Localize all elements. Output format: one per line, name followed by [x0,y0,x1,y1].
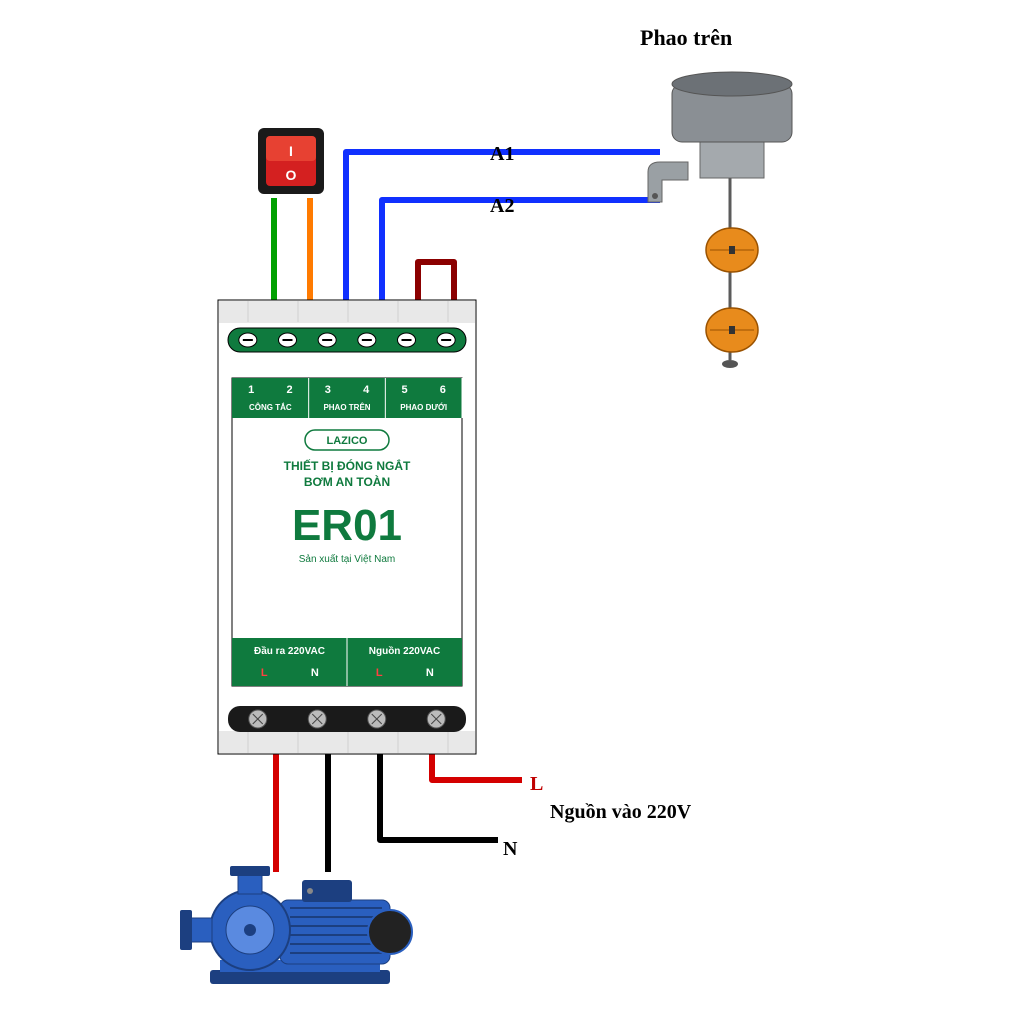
svg-text:I: I [289,143,293,159]
er01-device: 1 2 3 4 5 6 CÔNG TẮC PHAO TRÊN PHAO DƯỚI LAZICO TH… [218,300,476,754]
svg-text:THIẾT BỊ ĐÓNG NGẮT: THIẾT BỊ ĐÓNG NGẮT [284,458,411,473]
svg-text:PHAO DƯỚI: PHAO DƯỚI [400,403,447,412]
svg-text:N: N [426,667,434,679]
float-sensor [648,72,792,368]
svg-text:Đầu ra 220VAC: Đầu ra 220VAC [254,645,325,657]
svg-text:N: N [311,667,319,679]
svg-text:CÔNG TẮC: CÔNG TẮC [249,403,292,412]
rocker-switch: IO [258,128,324,194]
svg-text:L: L [376,667,383,679]
label-N: N [503,838,518,860]
svg-text:L: L [261,667,268,679]
svg-text:5: 5 [401,384,407,396]
svg-text:LAZICO: LAZICO [327,435,368,447]
svg-text:PHAO TRÊN: PHAO TRÊN [323,403,370,412]
svg-text:3: 3 [325,384,331,396]
svg-text:Nguồn 220VAC: Nguồn 220VAC [369,645,441,657]
svg-text:6: 6 [440,384,446,396]
svg-text:4: 4 [363,384,370,396]
svg-text:BƠM AN TOÀN: BƠM AN TOÀN [304,474,390,489]
svg-text:Sản xuất tại Việt Nam: Sản xuất tại Việt Nam [299,553,396,565]
label-a2: A2 [490,195,514,217]
svg-text:1: 1 [248,384,254,396]
svg-text:2: 2 [286,384,292,396]
water-pump [180,866,412,984]
svg-text:ER01: ER01 [292,501,402,550]
wiring-diagram: IO 1 2 3 4 5 6 CÔNG TẮC PHAO TRÊN PHAO DƯỚI LAZICO… [0,0,1023,1023]
label-phao_tren: Phao trên [640,25,732,50]
label-nguon: Nguồn vào 220V [550,801,692,823]
label-L: L [530,773,543,795]
svg-text:O: O [286,167,297,183]
label-a1: A1 [490,143,514,165]
